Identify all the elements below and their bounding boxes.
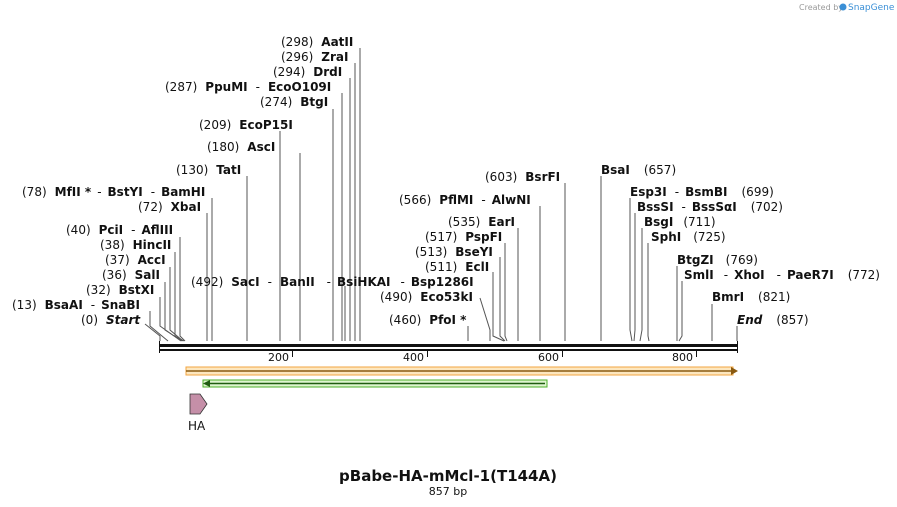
- site-label-start[interactable]: (0) Start: [81, 313, 141, 327]
- site-label-acci[interactable]: (37) AccI: [105, 253, 166, 267]
- site-label-eari[interactable]: (535) EarI: [448, 215, 515, 229]
- sequence-backbone: [159, 341, 738, 353]
- site-label-ecli[interactable]: (511) EclI: [425, 260, 489, 274]
- site-label-tati[interactable]: (130) TatI: [176, 163, 241, 177]
- site-label-bstxi[interactable]: (32) BstXI: [86, 283, 154, 297]
- site-label-pflmi[interactable]: (566) PflMI - AlwNI: [399, 193, 531, 207]
- feature-orange[interactable]: [185, 366, 738, 376]
- site-label-end[interactable]: End (857): [737, 313, 809, 327]
- site-label-bmri[interactable]: BmrI (821): [712, 290, 790, 304]
- credit-brand[interactable]: SnapGene: [848, 3, 895, 13]
- site-label-saci[interactable]: (492) SacI - BanII - BsiHKAI - Bsp1286I: [191, 275, 474, 289]
- site-label-pspfi[interactable]: (517) PspFI: [425, 230, 502, 244]
- site-label-bseyi[interactable]: (513) BseYI: [415, 245, 493, 259]
- ruler: 200 400 600 800: [268, 351, 697, 364]
- site-label-btgzi[interactable]: BtgZI (769): [677, 253, 758, 267]
- site-label-smli[interactable]: SmlI - XhoI - PaeR7I (772): [684, 268, 880, 282]
- plasmid-length: 857 bp: [429, 485, 467, 498]
- site-label-sphi[interactable]: SphI (725): [651, 230, 726, 244]
- site-label-bsaai[interactable]: (13) BsaAI - SnaBI: [12, 298, 140, 312]
- site-label-bsgi[interactable]: BsgI (711): [644, 215, 716, 229]
- feature-green[interactable]: [202, 379, 548, 388]
- site-label-sali[interactable]: (36) SalI: [102, 268, 160, 282]
- site-label-mfii[interactable]: (78) MfII * - BstYI - BamHI: [22, 185, 205, 199]
- cut-site-labels: (298) AatII (296) ZraI (294) DrdI (287) PpuM…: [12, 35, 880, 327]
- tick-label-600: 600: [538, 351, 559, 364]
- ha-arrow-icon: [189, 393, 208, 415]
- site-label-hincii[interactable]: (38) HincII: [100, 238, 171, 252]
- ha-label: HA: [188, 419, 206, 433]
- site-label-asci[interactable]: (180) AscI: [207, 140, 275, 154]
- tick-label-200: 200: [268, 351, 289, 364]
- site-label-xbai[interactable]: (72) XbaI: [138, 200, 201, 214]
- site-label-drdi[interactable]: (294) DrdI: [273, 65, 342, 79]
- cut-site-lines: [144, 48, 738, 342]
- snapgene-logo-icon: [839, 3, 847, 11]
- site-label-zrai[interactable]: (296) ZraI: [281, 50, 348, 64]
- site-label-ppumi[interactable]: (287) PpuMI - EcoO109I: [165, 80, 331, 94]
- ha-feature[interactable]: HA: [188, 393, 208, 433]
- plasmid-title: pBabe-HA-mMcl-1(T144A): [339, 467, 557, 485]
- site-label-ecop15i[interactable]: (209) EcoP15I: [199, 118, 293, 132]
- tick-label-400: 400: [403, 351, 424, 364]
- site-label-btgi[interactable]: (274) BtgI: [260, 95, 328, 109]
- tick-label-800: 800: [672, 351, 693, 364]
- site-label-bsrfi[interactable]: (603) BsrFI: [485, 170, 560, 184]
- site-label-bsssi[interactable]: BssSI - BssSαI (702): [637, 200, 783, 214]
- site-label-eco53ki[interactable]: (490) Eco53kI: [380, 290, 473, 304]
- credit-prefix: Created by: [799, 3, 843, 12]
- site-label-pfoi[interactable]: (460) PfoI *: [389, 313, 467, 327]
- site-label-aatii[interactable]: (298) AatII: [281, 35, 353, 49]
- site-label-bsai[interactable]: BsaI (657): [601, 163, 676, 177]
- site-label-pcii[interactable]: (40) PciI - AflIII: [66, 223, 173, 237]
- site-label-esp3i[interactable]: Esp3I - BsmBI (699): [630, 185, 774, 199]
